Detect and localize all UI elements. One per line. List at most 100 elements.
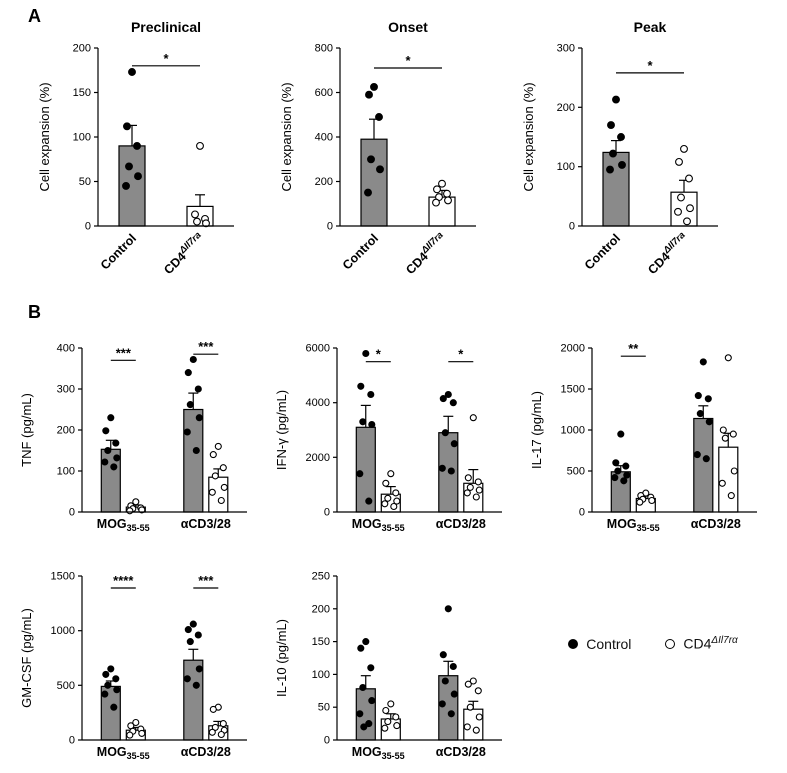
data-point	[356, 470, 364, 478]
data-point	[126, 507, 134, 515]
data-point	[193, 217, 201, 226]
significance-label: ***	[198, 573, 214, 588]
chart-svg: Peak 0 100 200 300 Cell expansion (%) Control C…	[521, 19, 718, 277]
data-point	[617, 133, 625, 141]
data-point	[101, 458, 109, 466]
bar	[718, 446, 739, 513]
y-tick-label: 250	[312, 571, 330, 583]
significance-label: *	[376, 347, 382, 362]
x-tick-label: CD4ΔIl7ra	[160, 230, 207, 277]
data-point	[382, 706, 390, 715]
chart-svg: Onset 0 200 400 600 800 Cell expansion (%) Cont…	[279, 19, 476, 277]
data-point	[438, 700, 446, 708]
data-point	[110, 463, 118, 471]
y-tick-label: 150	[73, 87, 91, 99]
y-tick-label: 600	[315, 87, 333, 99]
y-tick-label: 150	[312, 636, 330, 648]
data-point	[463, 489, 471, 497]
data-point	[183, 675, 191, 683]
data-point	[612, 459, 620, 467]
y-tick-label: 0	[69, 735, 75, 747]
data-point	[729, 430, 737, 438]
chart-il-17: 0 500 1000 1500 2000 IL-17 (pg/mL) MOG35-55 αCD…	[528, 322, 773, 549]
data-point	[192, 681, 200, 689]
chart-svg: 0 500 1000 1500 2000 IL-17 (pg/mL) MOG35-55 αCD…	[529, 341, 757, 533]
data-point	[620, 477, 628, 485]
panel-b-row-1: 0 100 200 300 400 TNF (pg/mL) MOG35-55 αCD3/28 *…	[18, 322, 773, 549]
data-point	[381, 724, 389, 732]
data-point	[393, 497, 401, 505]
data-point	[365, 497, 373, 505]
significance-label: ***	[116, 345, 132, 360]
y-tick-label: 4000	[306, 397, 330, 409]
chart-svg: Preclinical 0 50 100 150 200 Cell expansion (%…	[37, 19, 234, 277]
data-point	[719, 426, 727, 434]
data-point	[614, 467, 622, 475]
data-point	[387, 700, 395, 708]
data-point	[367, 155, 375, 164]
data-point	[618, 160, 626, 169]
data-point	[126, 731, 134, 739]
data-point	[184, 626, 192, 634]
y-tick-label: 800	[315, 43, 333, 55]
y-tick-label: 500	[57, 680, 75, 692]
data-point	[112, 439, 120, 447]
filled-circle-icon	[568, 638, 579, 649]
data-point	[607, 121, 615, 130]
y-tick-label: 1500	[561, 384, 585, 396]
chart-preclinical: Preclinical 0 50 100 150 200 Cell expansion (%…	[36, 16, 256, 301]
data-point	[439, 651, 447, 659]
legend: Control CD4ΔIl7rα	[528, 550, 778, 773]
data-point	[104, 446, 112, 455]
data-point	[622, 462, 630, 470]
data-point	[469, 414, 477, 422]
chart-svg: 0 100 200 300 400 TNF (pg/mL) MOG35-55 αCD3/28 *…	[19, 339, 247, 533]
data-point	[606, 165, 614, 174]
data-point	[209, 451, 217, 459]
data-point	[195, 414, 203, 422]
x-tick-label: CD4ΔIl7ra	[644, 230, 691, 277]
y-tick-label: 200	[315, 176, 333, 188]
legend-label-control: Control	[586, 635, 632, 652]
data-point	[217, 496, 225, 505]
data-point	[617, 430, 625, 438]
data-point	[705, 418, 713, 426]
data-point	[464, 474, 472, 482]
data-point	[382, 479, 390, 487]
panel-b-label: B	[28, 302, 41, 322]
data-point	[194, 385, 202, 393]
x-tick-label: MOG35-55	[352, 517, 405, 533]
y-tick-label: 1500	[51, 571, 75, 583]
open-circle-icon	[665, 638, 676, 649]
data-point	[368, 697, 376, 705]
data-point	[195, 665, 203, 673]
y-tick-label: 2000	[306, 452, 330, 464]
chart-peak: Peak 0 100 200 300 Cell expansion (%) Control C…	[520, 16, 740, 301]
y-tick-label: 200	[57, 425, 75, 437]
data-point	[444, 196, 452, 205]
panel-b-row-2: 0 500 1000 1500 GM-CSF (pg/mL) MOG35-55 αCD3/2…	[18, 550, 778, 773]
data-point	[433, 185, 441, 194]
y-tick-label: 1000	[561, 425, 585, 437]
data-point	[381, 500, 389, 508]
data-point	[392, 489, 400, 497]
data-point	[189, 355, 197, 364]
chart-ifn-gamma: 0 2000 4000 6000 IFN-γ (pg/mL) MOG35-55 αCD3/2…	[273, 322, 518, 549]
data-point	[138, 729, 146, 737]
data-point	[362, 638, 370, 646]
data-point	[194, 631, 202, 639]
data-point	[122, 181, 130, 190]
data-point	[696, 410, 704, 418]
data-point	[189, 620, 197, 628]
data-point	[449, 399, 457, 407]
data-point	[360, 723, 368, 731]
y-tick-label: 100	[557, 161, 575, 173]
y-tick-label: 100	[57, 466, 75, 478]
data-point	[101, 690, 109, 698]
data-point	[104, 681, 112, 689]
data-point	[702, 455, 710, 463]
y-tick-label: 50	[318, 702, 330, 714]
chart-onset: Onset 0 200 400 600 800 Cell expansion (%) Cont…	[278, 16, 498, 301]
data-point	[447, 710, 455, 718]
data-point	[724, 354, 732, 362]
